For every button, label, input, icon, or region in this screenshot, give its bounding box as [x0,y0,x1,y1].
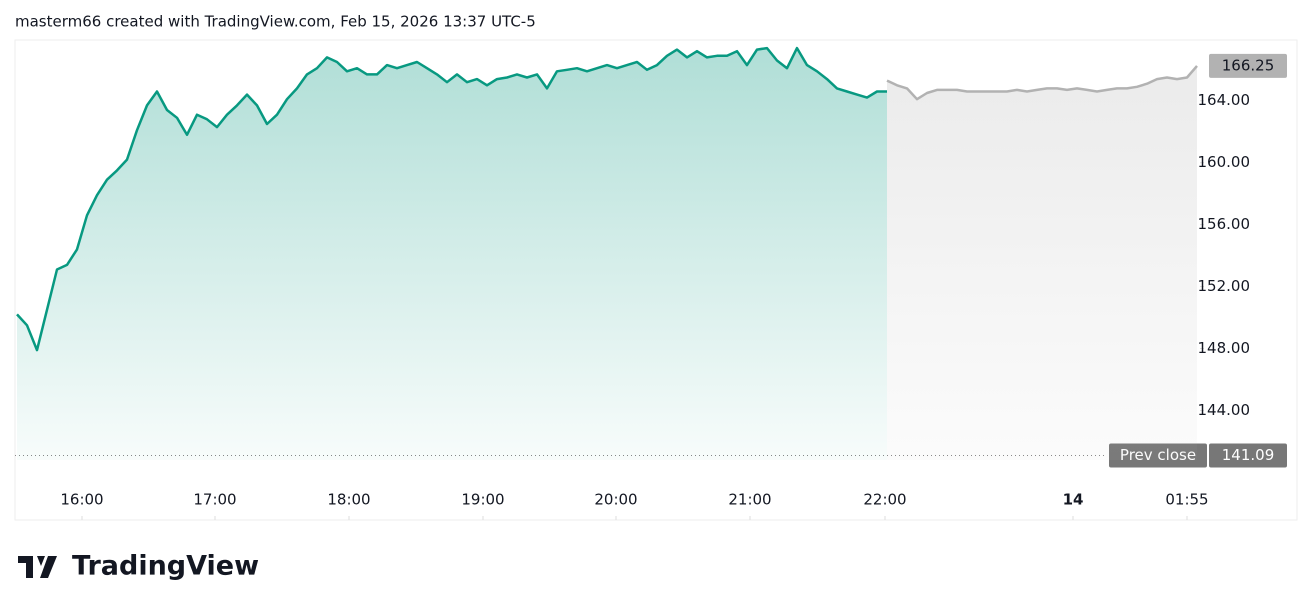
prev-close-value-badge [1209,443,1287,468]
x-tick-label: 20:00 [594,491,637,509]
header: masterm66 created with TradingView.com, … [15,13,536,31]
y-tick-label: 160.00 [1198,153,1251,171]
y-tick-label: 156.00 [1198,215,1251,233]
chart-frame [14,39,1298,521]
area-fill [887,65,1197,461]
y-tick-label: 164.00 [1198,91,1251,109]
area-fill [17,48,887,460]
last-value-badge [1209,53,1287,78]
logo-text: TradingView [72,551,259,582]
x-tick-label: 14 [1063,491,1084,509]
x-tick-label: 01:55 [1165,491,1208,509]
y-tick-label: 152.00 [1198,277,1251,295]
line [16,46,887,352]
x-tick-label: 19:00 [461,491,504,509]
x-tick-label: 16:00 [60,491,103,509]
line [886,65,1198,101]
y-tick-label: 144.00 [1198,401,1251,419]
logo: TradingView [18,551,259,582]
x-tick-label: 18:00 [327,491,370,509]
prev-close-value: 141.09 [1222,446,1275,464]
last-value-label: 166.25 [1222,56,1275,74]
x-tick-label: 21:00 [728,491,771,509]
x-tick-label: 22:00 [863,491,906,509]
x-tick-label: 17:00 [193,491,236,509]
y-tick-label: 148.00 [1198,339,1251,357]
